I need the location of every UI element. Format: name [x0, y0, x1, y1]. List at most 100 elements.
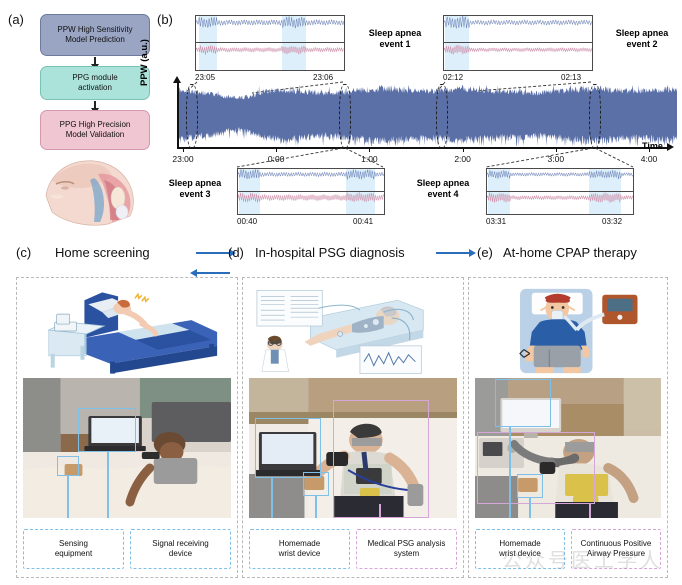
sleep-apnea-event-4-label: Sleep apnea event 4 [403, 178, 483, 201]
inset3-ppg-trace [238, 191, 384, 214]
callout-line-wrist-d [315, 496, 317, 518]
flow-arrow-down-icon-2 [91, 101, 99, 114]
tag-d0-line2: wrist device [278, 549, 321, 558]
inset1-start-time: 23:05 [195, 73, 216, 82]
flow-step-3-line2: Model Validation [65, 130, 125, 139]
x-tick-label-3: 2:00 [454, 154, 471, 164]
inset-sleep-apnea-event-1 [195, 15, 345, 71]
event4-line2: event 4 [427, 189, 459, 200]
tag-homemade-wrist-device-d: Homemade wrist device [249, 529, 350, 569]
inset1-ppg-trace [196, 43, 344, 70]
inset-sleep-apnea-event-3 [237, 168, 385, 215]
callout-line-cpap [589, 504, 591, 518]
sleep-apnea-event-1-label: Sleep apnea event 1 [355, 28, 435, 51]
panel-a-letter: (a) [8, 12, 24, 27]
tag-signal-receiving-device: Signal receiving device [130, 529, 231, 569]
flow-step-ppg-activation: PPG module activation [40, 66, 150, 100]
cpap-therapy-illustration [475, 284, 661, 376]
callout-box-laptop [78, 408, 136, 452]
inset3-ppw-trace [238, 169, 384, 192]
inset-sleep-apnea-event-4 [486, 168, 634, 215]
home-bedroom-illustration [23, 284, 231, 376]
callout-line-sensing [67, 476, 69, 518]
psg-diagnosis-photo [249, 378, 457, 518]
tag-d0-line1: Homemade [278, 538, 321, 548]
panel-b: (b) 23:05 23:06 Sleep apnea event 1 02:1… [139, 0, 682, 232]
flow-arrow-down-icon-1 [91, 57, 99, 70]
x-tick-label-1: 0:00 [267, 154, 285, 164]
card-d-tags: Homemade wrist device Medical PSG analys… [249, 529, 457, 569]
callout-box-wrist-device-e [517, 474, 543, 498]
x-tick-1 [276, 148, 278, 152]
tag-sensing-equipment: Sensing equipment [23, 529, 124, 569]
inset1-end-time: 23:06 [313, 73, 334, 82]
flow-step-2-line2: activation [78, 83, 112, 92]
x-tick-2 [369, 148, 371, 152]
tag-e0-line1: Homemade [499, 538, 541, 548]
flow-step-3-line1: PPG High Precision [59, 120, 131, 129]
inset1-ppw-trace [196, 16, 344, 43]
tag-d1-line2: system [393, 549, 420, 558]
callout-box-cpap-machine [477, 432, 595, 504]
panel-d-letter: (d) [228, 245, 244, 260]
x-tick-label-0: 23:00 [172, 154, 194, 164]
inset2-end-time: 02:13 [561, 73, 582, 82]
inset3-end-time: 00:41 [353, 217, 374, 226]
tag-e1-line1: Continuous Positive [580, 538, 652, 548]
tag-c1-line1: Signal receiving [152, 538, 209, 548]
sleeping-head-airway-icon [38, 150, 150, 228]
event2-line2: event 2 [626, 39, 658, 50]
sleep-apnea-event-2-label: Sleep apnea event 2 [603, 28, 681, 51]
inset2-start-time: 02:12 [443, 73, 464, 82]
arrow-right-icon-de [436, 249, 476, 257]
event3-line1: Sleep apnea [168, 178, 222, 188]
x-tick-label-2: 1:00 [361, 154, 378, 164]
inset4-start-time: 03:31 [486, 217, 507, 226]
inset4-end-time: 03:32 [602, 217, 623, 226]
event1-line2: event 1 [379, 39, 411, 50]
tag-d1-line1: Medical PSG analysis [367, 538, 446, 548]
x-axis-line [177, 147, 669, 149]
card-c-tags: Sensing equipment Signal receiving devic… [23, 529, 231, 569]
callout-line-psg-system [379, 504, 381, 518]
event1-line1: Sleep apnea [368, 28, 422, 38]
y-axis-line [177, 82, 179, 148]
flow-step-1-line2: Model Prediction [65, 35, 125, 44]
inset3-start-time: 00:40 [237, 217, 258, 226]
panel-e-title: At-home CPAP therapy [503, 245, 637, 260]
event2-marker [436, 84, 448, 148]
panel-d-title: In-hospital PSG diagnosis [255, 245, 405, 260]
panel-b-letter: (b) [157, 12, 173, 27]
psg-hospital-illustration [249, 284, 457, 376]
card-home-screening: Sensing equipment Signal receiving devic… [16, 277, 238, 578]
callout-box-psg-system [333, 400, 429, 518]
x-tick-5 [649, 148, 650, 152]
panel-e-letter: (e) [477, 245, 493, 260]
x-tick-3 [462, 148, 464, 152]
tag-medical-psg-analysis-system: Medical PSG analysis system [356, 529, 457, 569]
flow-step-2-line1: PPG module [72, 73, 118, 82]
inset4-ppw-trace [487, 169, 633, 192]
card-e-tags: Homemade wrist device Continuous Positiv… [475, 529, 661, 569]
tag-e0-line2: wrist device [499, 549, 541, 558]
callout-line-homemade-d [271, 478, 273, 518]
inset2-ppg-trace [444, 43, 592, 70]
flow-step-ppw-prediction: PPW High Sensitivity Model Prediction [40, 14, 150, 56]
callout-box-wrist-device-d [303, 472, 329, 496]
callout-box-cpap-monitor [495, 379, 551, 427]
x-axis-tick-labels: 23:00 0:00 1:00 2:00 3:00 4:00 [172, 154, 669, 168]
main-ppw-signal-plot [177, 84, 677, 146]
tag-homemade-wrist-device-e: Homemade wrist device [475, 529, 565, 569]
sleep-apnea-event-3-label: Sleep apnea event 3 [155, 178, 235, 201]
inset4-ppg-trace [487, 191, 633, 214]
panel-b-y-axis-label: PPW (a.u.) [139, 39, 150, 86]
card-cpap-therapy: Homemade wrist device Continuous Positiv… [468, 277, 668, 578]
event3-line2: event 3 [179, 189, 211, 200]
callout-box-psg-laptop [255, 418, 321, 478]
event4-marker [589, 84, 601, 148]
inset2-ppw-trace [444, 16, 592, 43]
panel-c-title: Home screening [55, 245, 150, 260]
tag-e1-line2: Airway Pressure [586, 549, 646, 558]
x-tick-0 [183, 148, 184, 152]
event1-marker [186, 84, 198, 148]
